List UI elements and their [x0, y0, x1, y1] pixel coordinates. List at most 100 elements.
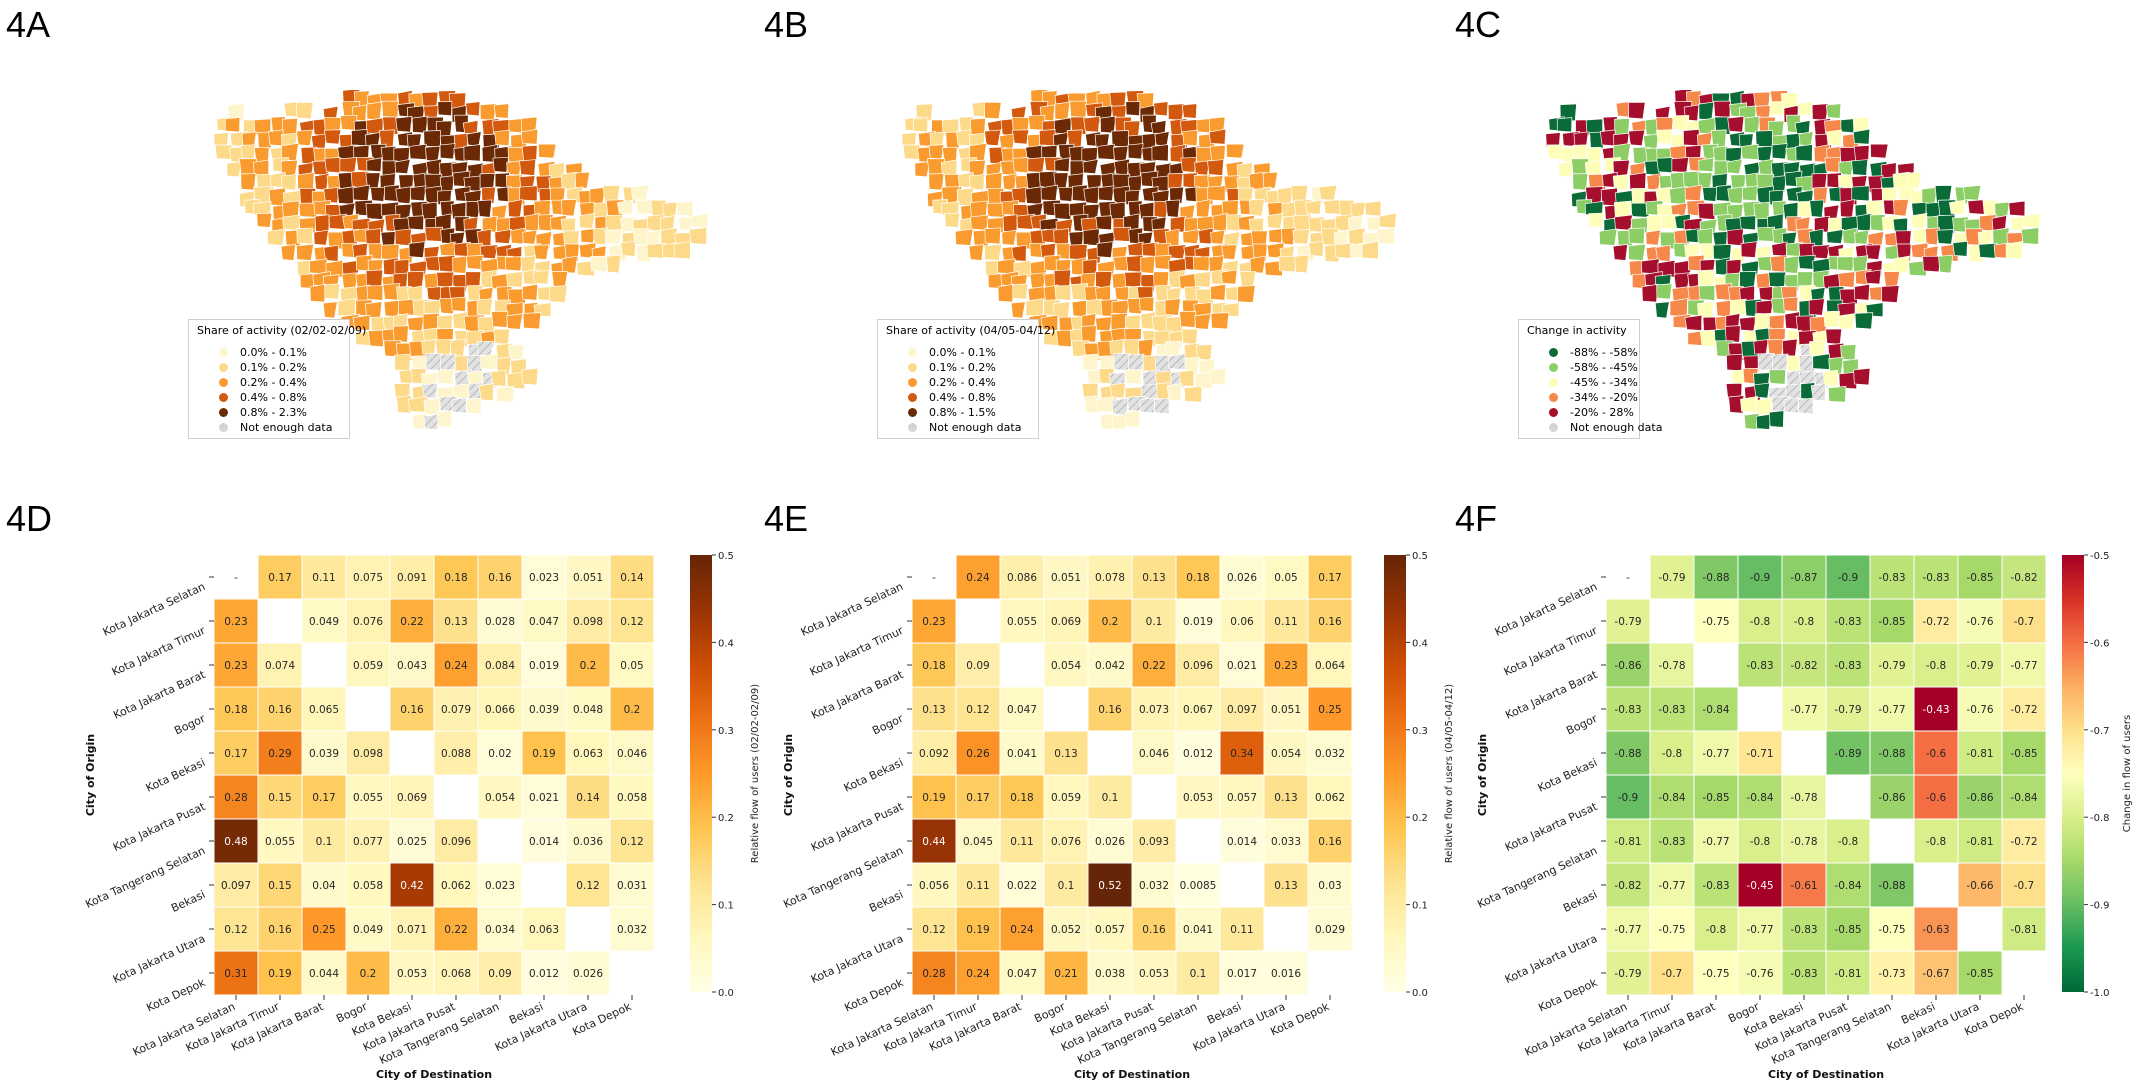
heatmap-cell-label: 0.062 — [1315, 792, 1345, 804]
heatmap-cell-label: 0.13 — [444, 616, 467, 628]
heatmap-cell-label: -0.84 — [2010, 792, 2037, 804]
heatmap-cell-label: -0.9 — [1750, 572, 1771, 584]
y-tick-label: Kota Jakarta Utara — [111, 932, 207, 986]
heatmap-cell-label: -0.7 — [2014, 880, 2035, 892]
heatmap-cell-label: -0.6 — [1926, 748, 1947, 760]
heatmap-cell-label: 0.054 — [1271, 748, 1301, 760]
map-region — [407, 215, 425, 231]
heatmap-cell-label: -0.79 — [1878, 660, 1905, 672]
map-region — [506, 271, 524, 288]
heatmap-cell-label: 0.12 — [922, 924, 945, 936]
heatmap-cell-label: -0.78 — [1790, 836, 1817, 848]
heatmap-cell-label: 0.054 — [485, 792, 515, 804]
heatmap-cell-label: 0.14 — [620, 572, 644, 584]
colorbar-tick-label: -1.0 — [2090, 988, 2110, 999]
heatmap-cell-label: 0.16 — [400, 704, 424, 716]
heatmap-cell-label: 0.023 — [529, 572, 559, 584]
map-region — [492, 156, 510, 173]
map-region — [493, 103, 510, 119]
map-region — [323, 186, 341, 204]
map-region — [476, 298, 493, 316]
heatmap-cell-label: 0.049 — [353, 924, 383, 936]
heatmap-cell-label: 0.021 — [1227, 660, 1257, 672]
heatmap-cell-label: 0.053 — [1183, 792, 1213, 804]
colorbar-title: Relative flow of users (04/05-04/12) — [1444, 684, 1455, 863]
heatmap-cell-label: 0.069 — [1051, 616, 1081, 628]
heatmap-cell-label: -0.67 — [1922, 968, 1949, 980]
heatmap-cell-label: 0.063 — [573, 748, 603, 760]
heatmap-cell-label: 0.24 — [966, 572, 990, 584]
map-region — [510, 227, 526, 245]
heatmap-cell-label: 0.14 — [576, 792, 600, 804]
map-region — [396, 395, 413, 414]
heatmap-cell-label: 0.0085 — [1180, 880, 1217, 892]
y-tick-label: Bekasi — [1561, 888, 1599, 915]
heatmap-cell-label: 0.42 — [400, 880, 423, 892]
heatmap-cell-label: 0.064 — [1315, 660, 1345, 672]
map-region — [409, 185, 427, 202]
heatmap-cell-label: 0.29 — [268, 748, 291, 760]
heatmap-cell-label: 0.046 — [617, 748, 647, 760]
heatmap-cell-label: -0.77 — [1790, 704, 1817, 716]
map-region — [616, 199, 634, 215]
heatmap-cell-label: 0.18 — [1010, 792, 1033, 804]
heatmap-cell-label: -0.77 — [1614, 924, 1641, 936]
heatmap-cell-label: 0.05 — [620, 660, 643, 672]
map-region — [451, 296, 467, 312]
heatmap-cell-label: 0.2 — [1102, 616, 1119, 628]
heatmap-cell-label: 0.48 — [224, 836, 247, 848]
y-tick-label: Kota Jakarta Pusat — [809, 800, 906, 854]
heatmap-cell-label: 0.19 — [922, 792, 945, 804]
map-region — [411, 355, 430, 372]
heatmap-cell-label: -0.71 — [1746, 748, 1773, 760]
map-region — [520, 128, 539, 145]
colorbar-title: Relative flow of users (02/02-02/09) — [750, 684, 761, 863]
heatmap-cell-label: -0.8 — [1662, 748, 1683, 760]
heatmap-cell-label: 0.041 — [1007, 748, 1037, 760]
map-region — [256, 212, 273, 228]
heatmap-cell-label: 0.098 — [353, 748, 383, 760]
heatmap-cell-label: 0.098 — [573, 616, 603, 628]
heatmap-cell-label: -0.78 — [1790, 792, 1817, 804]
heatmap-cell-label: 0.18 — [444, 572, 467, 584]
heatmap-cell-label: -0.6 — [1926, 792, 1947, 804]
heatmap-cell-label: 0.057 — [1095, 924, 1125, 936]
heatmap-cell-label: -0.83 — [1658, 704, 1685, 716]
heatmap-cell-label: 0.16 — [1318, 836, 1342, 848]
heatmap-cell-label: 0.077 — [353, 836, 383, 848]
heatmap-cell-label: 0.15 — [268, 880, 291, 892]
heatmap-cell-label: -0.76 — [1966, 704, 1993, 716]
heatmap-cell-label: -0.85 — [1966, 968, 1993, 980]
map-region — [521, 367, 539, 386]
map-region — [533, 244, 550, 260]
heatmap-cell-label: 0.22 — [1142, 660, 1165, 672]
map-region — [590, 255, 609, 273]
panel-label-4a: 4A — [6, 4, 51, 45]
heatmap-cell-label: -0.72 — [1922, 616, 1949, 628]
heatmap-cell-label: -0.86 — [1614, 660, 1641, 672]
heatmap-cell-label: -0.77 — [2010, 660, 2037, 672]
heatmap-cell-label: -0.75 — [1702, 616, 1729, 628]
heatmap-cell-label: 0.11 — [1230, 924, 1253, 936]
heatmap-cell-label: 0.34 — [1230, 748, 1254, 760]
heatmap-cell-label: 0.13 — [1274, 792, 1297, 804]
map-region — [425, 255, 441, 272]
heatmap-cell-label: 0.079 — [441, 704, 471, 716]
heatmap-cell-label: 0.036 — [573, 836, 603, 848]
map-region — [620, 240, 636, 257]
heatmap-cell-label: -0.8 — [1794, 616, 1815, 628]
y-tick-label: Kota Bekasi — [1536, 756, 1599, 795]
heatmap-cell-label: 0.44 — [922, 836, 946, 848]
heatmap-cell-label: 0.25 — [312, 924, 335, 936]
heatmap-cell-label: -0.77 — [1702, 748, 1729, 760]
heatmap-cell-label: -0.9 — [1618, 792, 1639, 804]
heatmap-cell-label: 0.09 — [966, 660, 989, 672]
y-tick-label: Kota Bekasi — [842, 756, 905, 795]
map-region — [504, 256, 523, 272]
heatmap-cell-label: 0.091 — [397, 572, 427, 584]
heatmap-cell-label: 0.19 — [966, 924, 989, 936]
colorbar-tick-label: 0.3 — [718, 726, 734, 737]
heatmap-cell-label: -0.82 — [1614, 880, 1641, 892]
heatmap-cell-label: 0.034 — [485, 924, 515, 936]
heatmap-cell-label: 0.23 — [224, 616, 247, 628]
